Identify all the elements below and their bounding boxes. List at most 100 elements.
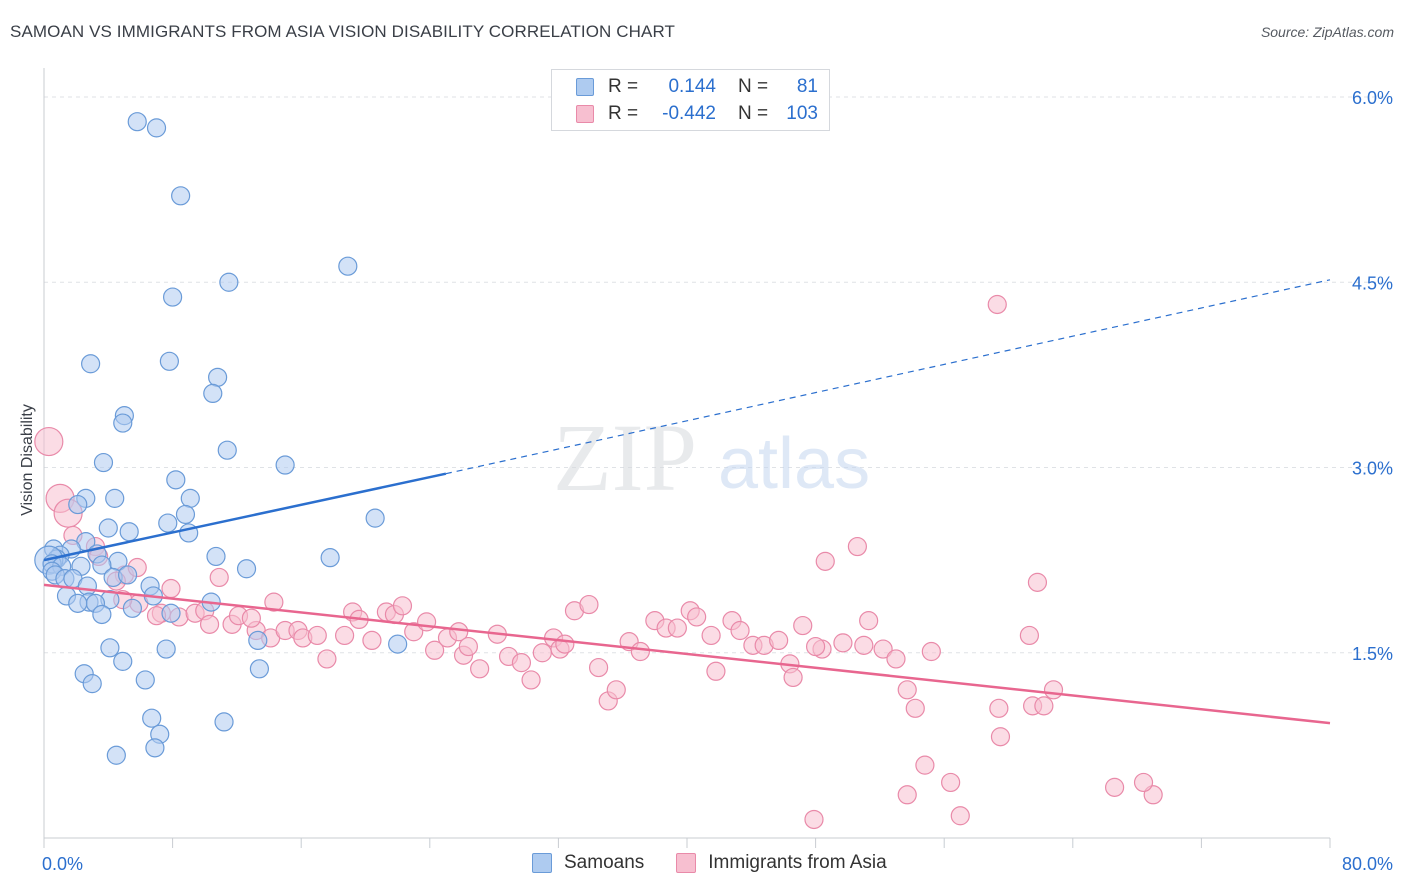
r-label: R = (608, 76, 639, 97)
point-immigrants-from-asia (241, 608, 261, 628)
point-immigrants-from-asia (897, 680, 917, 700)
legend-row-immigrants: R = -0.442 N = 103 (576, 101, 818, 127)
point-samoans (180, 488, 200, 508)
point-immigrants-from-asia (921, 641, 941, 662)
point-immigrants-from-asia (667, 618, 687, 638)
point-immigrants-from-asia (555, 634, 575, 654)
point-samoans (135, 670, 155, 690)
point-samoans (68, 494, 88, 515)
legend-swatch-samoans (576, 78, 594, 96)
point-samoans (158, 513, 178, 533)
point-samoans (159, 351, 179, 371)
point-immigrants-from-asia (706, 661, 726, 681)
tick-labels: 1.5% 3.0% 4.5% 6.0% 0.0% 80.0% (42, 88, 1393, 874)
y-tick-label: 1.5% (1352, 644, 1393, 664)
watermark: ZIP atlas (553, 404, 870, 511)
point-samoans (388, 634, 408, 654)
point-samoans (249, 659, 270, 679)
point-immigrants-from-asia (511, 653, 532, 673)
point-immigrants-from-asia (161, 578, 181, 599)
r-label: R = (608, 103, 639, 124)
point-samoans (171, 186, 191, 206)
y-axis-label: Vision Disability (19, 404, 36, 516)
point-samoans (175, 504, 196, 525)
point-immigrants-from-asia (1019, 625, 1039, 646)
point-immigrants-from-asia (588, 657, 609, 678)
point-samoans (146, 118, 167, 138)
point-immigrants-from-asia (769, 630, 789, 651)
legend-label-samoans: Samoans (564, 852, 645, 873)
point-immigrants-from-asia (606, 680, 626, 700)
point-samoans (92, 555, 112, 575)
point-immigrants-from-asia (783, 667, 803, 688)
point-immigrants-from-asia (630, 641, 650, 662)
point-immigrants-from-asia (579, 594, 599, 615)
point-immigrants-from-asia (1133, 772, 1154, 793)
point-samoans (119, 522, 139, 542)
n-label: N = (738, 103, 769, 124)
point-samoans (77, 576, 98, 596)
point-samoans (98, 518, 118, 538)
point-samoans (117, 565, 138, 585)
point-immigrants-from-asia (317, 649, 337, 669)
point-samoans (214, 712, 234, 732)
point-immigrants-from-asia (905, 698, 925, 718)
legend-row-samoans: R = 0.144 N = 81 (576, 74, 818, 100)
point-immigrants-from-asia (701, 625, 721, 646)
point-immigrants-from-asia (449, 622, 469, 642)
trend-samoans-solid (43, 472, 447, 562)
point-immigrants-from-asia (886, 649, 906, 669)
legend-swatch-samoans (532, 853, 552, 873)
point-immigrants-from-asia (730, 620, 750, 641)
point-immigrants-from-asia (416, 612, 437, 632)
chart-title: SAMOAN VS IMMIGRANTS FROM ASIA VISION DI… (10, 22, 675, 41)
point-immigrants-from-asia (458, 636, 478, 657)
point-samoans (82, 674, 102, 694)
point-samoans (320, 548, 340, 568)
point-immigrants-from-asia (1027, 572, 1048, 592)
point-immigrants-from-asia (362, 630, 382, 651)
point-samoans (203, 383, 223, 403)
point-immigrants-from-asia (815, 551, 835, 571)
point-immigrants-from-asia (941, 772, 961, 793)
series-immigrants-from-asia (34, 294, 1163, 830)
point-samoans (163, 287, 183, 307)
point-immigrants-from-asia (987, 294, 1007, 315)
point-immigrants-from-asia (199, 614, 220, 634)
point-immigrants-from-asia (521, 670, 541, 690)
point-samoans (93, 452, 114, 473)
legend-label-immigrants: Immigrants from Asia (708, 852, 887, 873)
point-samoans (166, 470, 186, 490)
point-immigrants-from-asia (950, 806, 970, 826)
point-immigrants-from-asia (833, 633, 853, 653)
r-value-samoans: 0.144 (668, 76, 716, 97)
point-samoans (92, 604, 112, 625)
point-immigrants-from-asia (859, 611, 879, 631)
point-immigrants-from-asia (392, 596, 413, 616)
point-samoans (248, 630, 268, 651)
legend-item-samoans[interactable]: Samoans (532, 852, 644, 874)
point-immigrants-from-asia (990, 727, 1011, 747)
point-samoans (122, 598, 143, 618)
point-immigrants-from-asia (470, 659, 490, 679)
point-immigrants-from-asia (793, 615, 813, 636)
point-samoans (127, 112, 147, 132)
point-samoans (68, 593, 88, 613)
y-tick-label: 4.5% (1352, 273, 1393, 293)
legend-item-immigrants[interactable]: Immigrants from Asia (676, 852, 887, 874)
point-samoans (145, 738, 165, 758)
watermark-zip: ZIP (553, 404, 697, 511)
legend-swatch-immigrants (576, 105, 594, 123)
trend-samoans-dashed (445, 279, 1331, 475)
point-samoans (275, 455, 295, 475)
n-label: N = (738, 76, 769, 97)
y-tick-label: 3.0% (1352, 459, 1393, 479)
trend-immigrants-from-asia (43, 583, 1331, 725)
point-samoans (105, 488, 125, 508)
point-immigrants-from-asia (307, 625, 327, 646)
legend-swatch-immigrants (676, 853, 697, 873)
point-immigrants-from-asia (1043, 680, 1064, 700)
point-samoans (113, 413, 133, 433)
n-value-immigrants: 103 (786, 103, 818, 124)
